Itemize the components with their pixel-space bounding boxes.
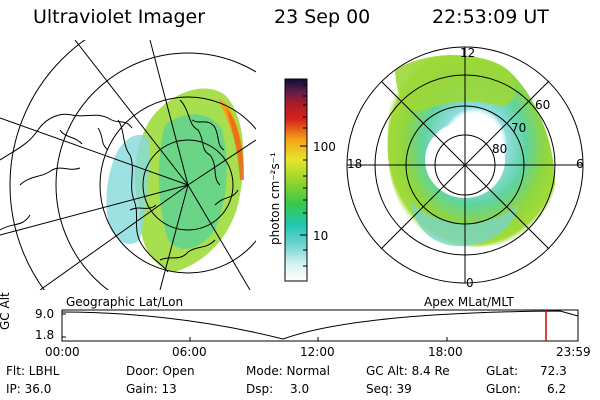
gain-readout: Gain: 13 [126,382,177,396]
apex-grid [346,46,584,284]
mlat-label-80: 80 [492,142,508,156]
altitude-xtick: 18:00 [428,345,463,359]
altitude-plot-frame [61,309,579,342]
colorbar-tick-100: 100 [313,140,336,154]
colorbar-unit-label: photon cm⁻²s⁻¹ [268,152,282,245]
mlat-label-70: 70 [511,121,527,135]
altitude-plot-ticks [62,313,448,341]
date-label: 23 Sep 00 [274,6,371,28]
dsp-value: 3.0 [290,382,310,396]
ip-readout: IP: 36.0 [6,382,52,396]
door-readout: Door: Open [126,364,195,378]
mlat-label-60: 60 [535,98,551,112]
altitude-xtick: 00:00 [45,345,80,359]
altitude-xtick: 23:59 [556,345,591,359]
altitude-curve [61,310,579,340]
mlt-label-6: 6 [576,157,584,171]
dsp-label: Dsp: [246,382,274,396]
altitude-xtick: 12:00 [300,345,335,359]
colorbar-ticks [300,84,307,267]
geo-image [0,40,256,290]
glon-label: GLon: [486,382,521,396]
altitude-ytick-top: 9.0 [35,307,55,321]
seq-readout: Seq: 39 [366,382,412,396]
altitude-ytick-bottom: 1.8 [35,328,55,342]
glat-label: GLat: [486,364,519,378]
mlt-label-12: 12 [460,46,476,60]
filter-readout: Flt: LBHL [6,364,60,378]
mlt-label-18: 18 [347,157,363,171]
instrument-title: Ultraviolet Imager [33,6,206,28]
time-label: 22:53:09 UT [432,6,549,28]
apex-panel-label: Apex MLat/MLT [424,295,514,309]
altitude-ylabel: GC Alt [0,292,12,330]
glon-value: 6.2 [547,382,567,396]
glat-value: 72.3 [540,364,567,378]
colorbar-tick-10: 10 [313,229,329,243]
colorbar [284,78,308,282]
geo-panel-label: Geographic Lat/Lon [66,295,184,309]
gc-alt-readout: GC Alt: 8.4 Re [366,364,450,378]
mode-readout: Mode: Normal [246,364,330,378]
altitude-xtick: 06:00 [172,345,207,359]
mlt-label-0: 0 [466,276,474,290]
